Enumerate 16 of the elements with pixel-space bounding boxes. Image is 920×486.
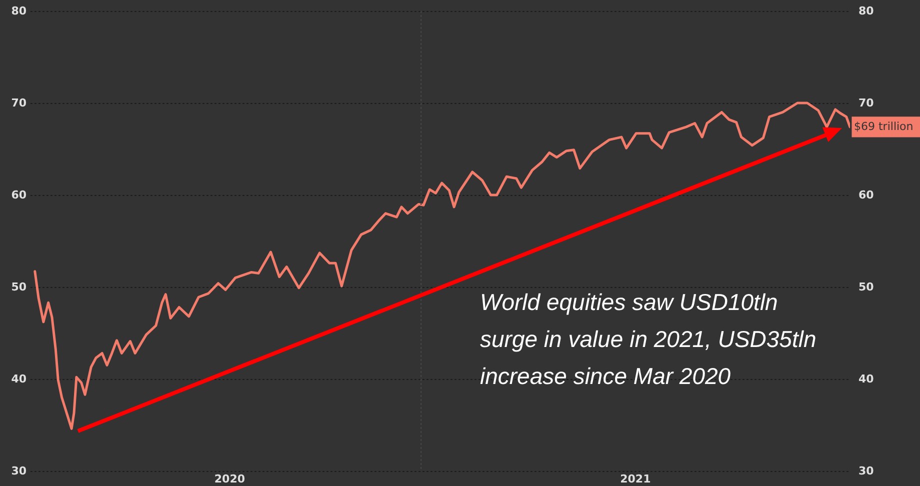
x-tick-label: 2021 (620, 472, 651, 486)
annotation: World equities saw USD10tln surge in value in 2021, USD35tln increase since Mar 2020 (480, 288, 818, 391)
y-tick-label: 70 (11, 96, 27, 110)
y2-tick-label: 40 (858, 372, 874, 386)
y-tick-label: 80 (11, 4, 27, 18)
x-tick-label: 2020 (214, 472, 246, 486)
y2-tick-label: 30 (858, 464, 874, 478)
y2-tick-label: 50 (858, 280, 874, 294)
y-tick-label: 40 (11, 372, 27, 386)
y2-tick-label: 80 (858, 4, 874, 18)
y-tick-label: 50 (11, 280, 27, 294)
y-tick-label: 30 (11, 464, 27, 478)
y-tick-label: 60 (11, 188, 27, 202)
annotation: $69 trillion (854, 120, 914, 133)
y2-tick-label: 60 (858, 188, 874, 202)
y2-tick-label: 70 (858, 96, 874, 110)
